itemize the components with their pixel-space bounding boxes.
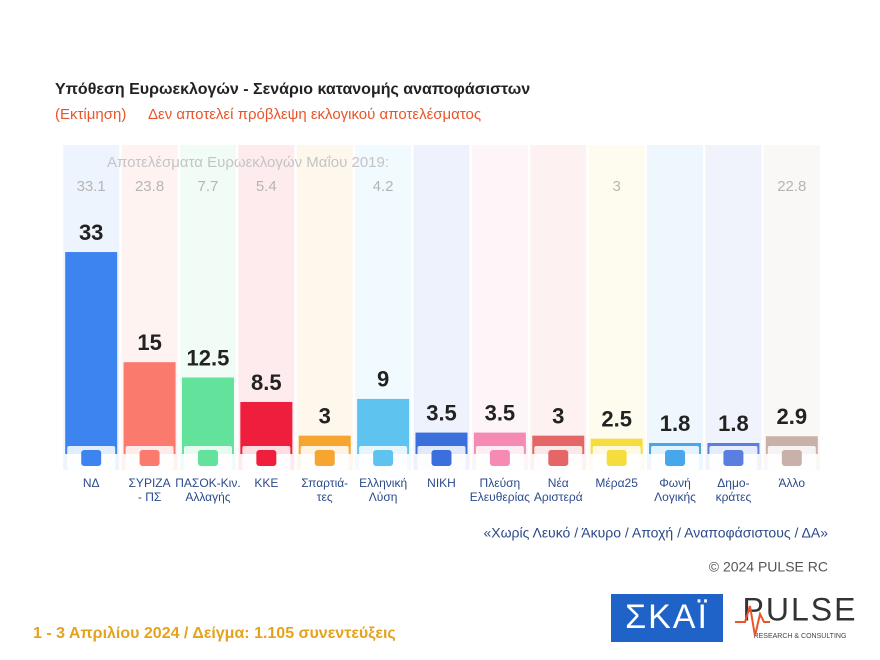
column-background bbox=[530, 145, 587, 470]
column-background bbox=[705, 145, 762, 470]
column-background bbox=[647, 145, 704, 470]
x-tick-label: Πλεύση bbox=[480, 476, 521, 490]
value-label: 1.8 bbox=[660, 411, 691, 436]
bar bbox=[181, 377, 234, 454]
bar bbox=[357, 398, 410, 454]
x-tick-label: Άλλο bbox=[779, 476, 806, 490]
column-background bbox=[471, 145, 528, 470]
pulse-logo-sub: RESEARCH & CONSULTING bbox=[754, 633, 847, 640]
x-tick-label: τες bbox=[317, 490, 333, 504]
x-tick-label: κράτες bbox=[716, 490, 752, 504]
x-tick-label: ΝΙΚΗ bbox=[427, 476, 456, 490]
x-tick-label: Αλλαγής bbox=[185, 490, 230, 504]
previous-value: 23.8 bbox=[135, 178, 164, 195]
column-background bbox=[588, 145, 645, 470]
skai-logo: ΣΚΑΪ bbox=[625, 598, 709, 636]
chart-title: Υπόθεση Ευρωεκλογών - Σενάριο κατανομής … bbox=[55, 81, 530, 98]
previous-value: 4.2 bbox=[373, 178, 394, 195]
previous-value: 5.4 bbox=[256, 178, 277, 195]
logo-mark bbox=[431, 450, 452, 466]
x-tick-label: Φωνή bbox=[659, 476, 691, 490]
value-label: 33 bbox=[79, 220, 103, 245]
bar bbox=[65, 252, 118, 454]
bar bbox=[123, 362, 176, 454]
x-tick-label: Αριστερά bbox=[534, 490, 583, 504]
pulse-logo-wave bbox=[735, 605, 770, 637]
logo-mark bbox=[781, 450, 802, 466]
value-label: 2.9 bbox=[777, 404, 808, 429]
logo-mark bbox=[139, 450, 160, 466]
value-label: 15 bbox=[137, 330, 161, 355]
logo-mark bbox=[81, 450, 102, 466]
x-tick-label: Νέα bbox=[548, 476, 569, 490]
x-tick-label: ΠΑΣΟΚ-Κιν. bbox=[175, 476, 240, 490]
previous-label: Αποτελέσματα Ευρωεκλογών Μαΐου 2019: bbox=[107, 154, 389, 171]
bar bbox=[240, 401, 293, 454]
x-tick-label: - ΠΣ bbox=[138, 490, 161, 504]
pulse-logo: PULSE bbox=[743, 591, 858, 627]
logo-mark bbox=[606, 450, 627, 466]
value-label: 3.5 bbox=[426, 400, 457, 425]
subtitle: Δεν αποτελεί πρόβλεψη εκλογικού αποτελέσ… bbox=[148, 106, 481, 123]
logo-mark bbox=[489, 450, 510, 466]
x-tick-label: Λύση bbox=[369, 490, 398, 504]
subtitle-note: (Εκτίμηση) bbox=[55, 106, 126, 123]
previous-value: 22.8 bbox=[777, 178, 806, 195]
value-label: 9 bbox=[377, 367, 389, 392]
previous-value: 33.1 bbox=[77, 178, 106, 195]
skai-logo-box bbox=[611, 594, 723, 642]
logo-mark bbox=[723, 450, 744, 466]
value-label: 3 bbox=[552, 403, 564, 428]
value-label: 8.5 bbox=[251, 370, 282, 395]
logo-mark bbox=[665, 450, 686, 466]
fieldwork: 1 - 3 Απριλίου 2024 / Δείγμα: 1.105 συνε… bbox=[33, 625, 396, 642]
value-label: 12.5 bbox=[187, 345, 230, 370]
logo-mark bbox=[197, 450, 218, 466]
logo-mark bbox=[256, 450, 277, 466]
x-tick-label: Ελευθερίας bbox=[470, 490, 530, 504]
value-label: 3 bbox=[319, 403, 331, 428]
logo-mark bbox=[373, 450, 394, 466]
x-tick-label: Μέρα25 bbox=[595, 476, 638, 490]
column-background bbox=[296, 145, 353, 470]
x-tick-label: ΝΔ bbox=[83, 476, 100, 490]
value-label: 3.5 bbox=[485, 400, 516, 425]
value-label: 1.8 bbox=[718, 411, 749, 436]
logo-mark bbox=[548, 450, 569, 466]
x-tick-label: ΚΚΕ bbox=[254, 476, 278, 490]
x-tick-label: Ελληνική bbox=[359, 476, 407, 490]
value-label: 2.5 bbox=[601, 407, 632, 432]
x-tick-label: Δημο- bbox=[717, 476, 749, 490]
x-tick-label: ΣΥΡΙΖΑ bbox=[129, 476, 171, 490]
copyright: © 2024 PULSE RC bbox=[709, 559, 828, 575]
logo-mark bbox=[314, 450, 335, 466]
footnote: «Χωρίς Λευκό / Άκυρο / Αποχή / Αναποφάσι… bbox=[483, 525, 828, 541]
x-tick-label: Λογικής bbox=[654, 490, 696, 504]
previous-value: 3 bbox=[612, 178, 620, 195]
previous-value: 7.7 bbox=[198, 178, 219, 195]
x-tick-label: Σπαρτιά- bbox=[301, 476, 348, 490]
column-background bbox=[413, 145, 470, 470]
column-background bbox=[763, 145, 820, 470]
